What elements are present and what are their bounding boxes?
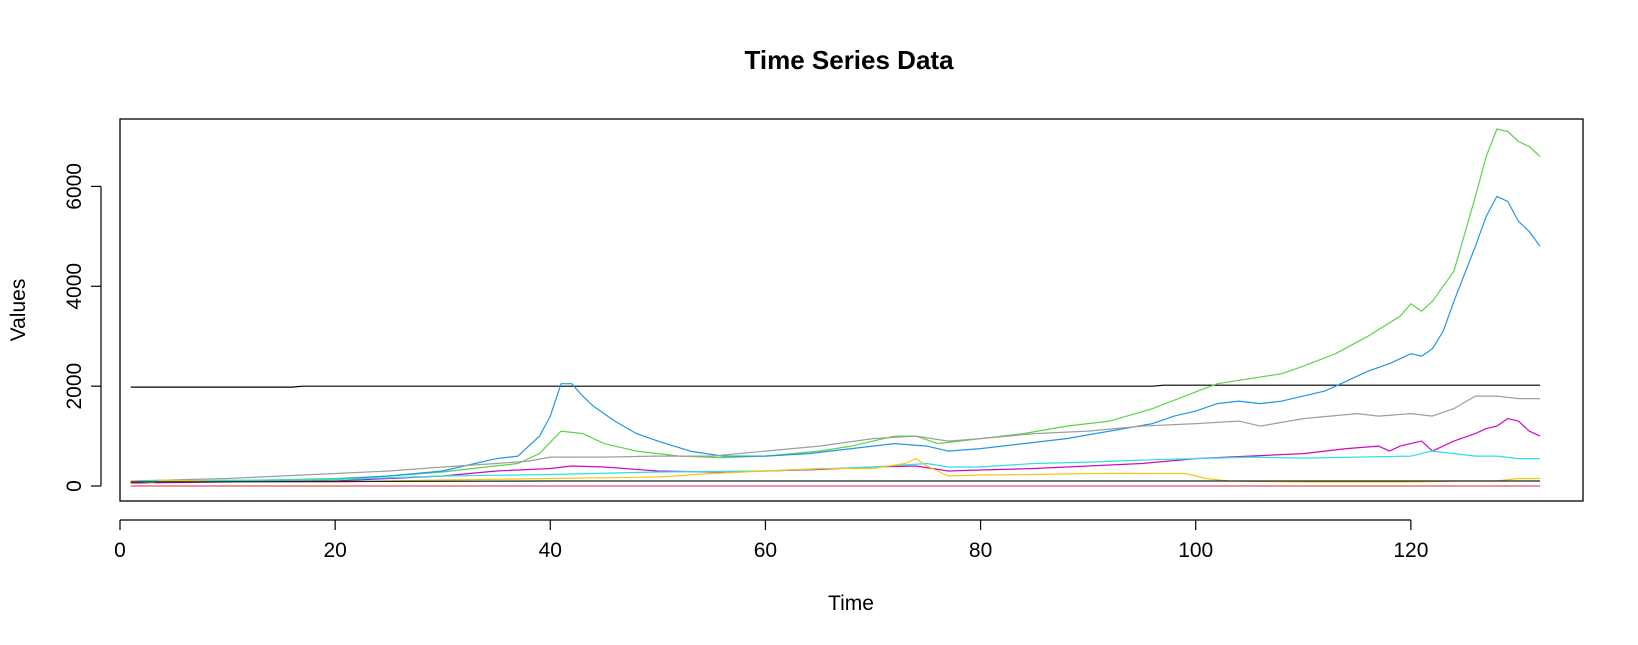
y-tick-label: 4000 bbox=[63, 263, 86, 310]
series-line-green bbox=[130, 128, 1541, 483]
series-layer bbox=[130, 128, 1541, 487]
series-line-black bbox=[130, 384, 1540, 388]
series-line-dark bbox=[130, 480, 1540, 483]
y-tick-label: 2000 bbox=[63, 363, 86, 410]
x-tick-label: 40 bbox=[539, 539, 562, 562]
x-tick-label: 100 bbox=[1178, 539, 1213, 562]
x-tick-label: 20 bbox=[323, 539, 346, 562]
chart-title: Time Series Data bbox=[744, 45, 954, 75]
x-axis-label: Time bbox=[828, 592, 874, 615]
series-line-orange bbox=[130, 458, 1540, 484]
series-line-purple bbox=[130, 418, 1541, 484]
y-tick-label: 6000 bbox=[63, 163, 86, 210]
x-tick-label: 80 bbox=[969, 539, 992, 562]
series-line-gray bbox=[130, 395, 1540, 482]
y-axis-label: Values bbox=[7, 279, 30, 342]
x-tick-label: 120 bbox=[1393, 539, 1428, 562]
x-axis: 0 20 40 60 80 100 120 bbox=[114, 519, 1428, 562]
series-line-blue bbox=[130, 195, 1541, 484]
x-tick-label: 60 bbox=[754, 539, 777, 562]
y-tick-label: 0 bbox=[63, 480, 86, 492]
plot-frame bbox=[119, 118, 1584, 502]
series-line-cyan bbox=[130, 450, 1540, 482]
x-tick-label: 0 bbox=[114, 539, 126, 562]
y-axis: 0 2000 4000 6000 bbox=[63, 163, 102, 492]
